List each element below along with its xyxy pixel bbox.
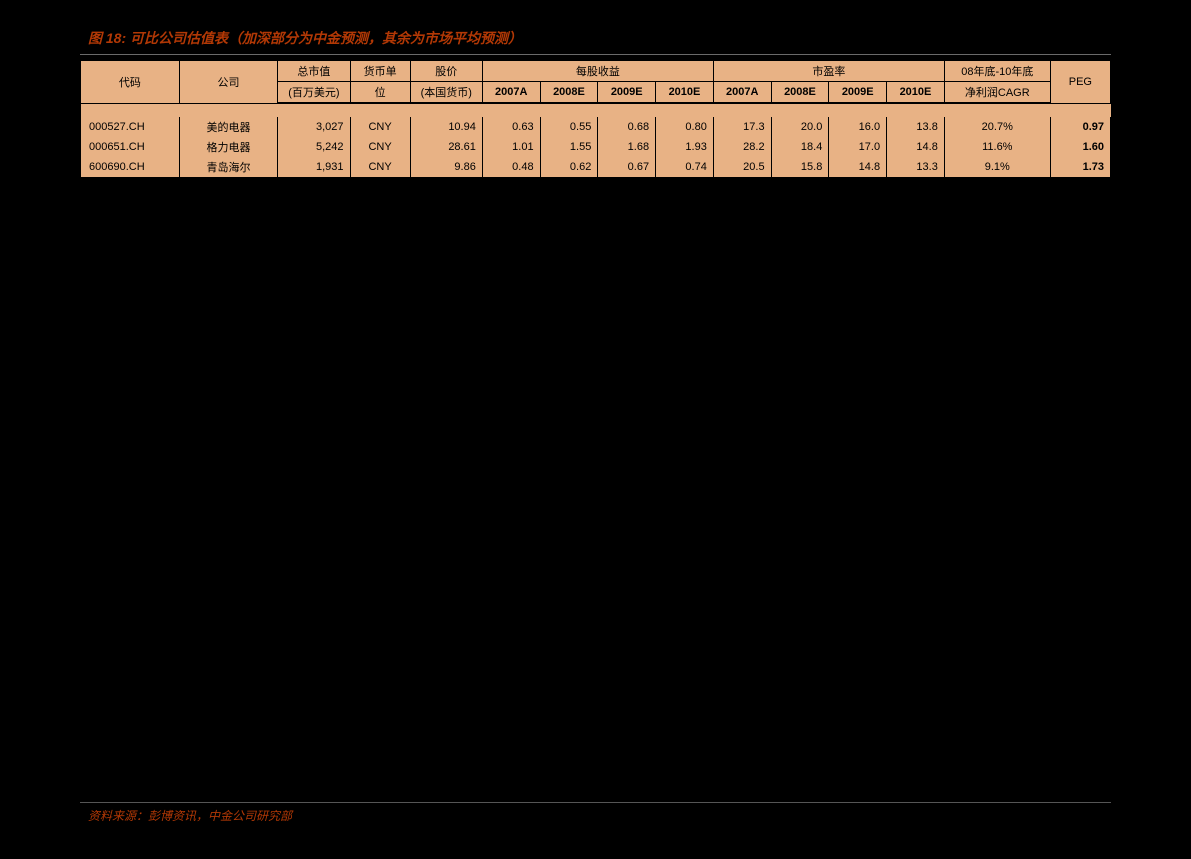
- header-eps-group: 每股收益: [482, 60, 713, 82]
- cell: 9.1%: [944, 157, 1050, 178]
- header-mktcap-sub: (百万美元): [278, 82, 350, 104]
- cell: 11.6%: [944, 137, 1050, 157]
- header-pe-group: 市盈率: [713, 60, 944, 82]
- cell: 5,242: [278, 137, 350, 157]
- cell: 格力电器: [179, 137, 278, 157]
- table-row: 000651.CH格力电器5,242CNY28.611.011.551.681.…: [81, 137, 1111, 157]
- cell: 20.0: [771, 117, 829, 137]
- cell: 美的电器: [179, 117, 278, 137]
- cell: 16.0: [829, 117, 887, 137]
- cell: 17.0: [829, 137, 887, 157]
- cell: 600690.CH: [81, 157, 180, 178]
- cell: 18.4: [771, 137, 829, 157]
- spacer-row: [81, 103, 1111, 117]
- cell: 青岛海尔: [179, 157, 278, 178]
- cell: 14.8: [887, 137, 945, 157]
- cell: 1.93: [656, 137, 714, 157]
- title-underline: [80, 54, 1111, 55]
- cell: 1.73: [1050, 157, 1110, 178]
- cell: 20.5: [713, 157, 771, 178]
- header-pe-2010: 2010E: [887, 82, 945, 104]
- figure-title: 图 18: 可比公司估值表（加深部分为中金预测，其余为市场平均预测）: [80, 28, 1111, 48]
- cell: 20.7%: [944, 117, 1050, 137]
- cell: CNY: [350, 157, 410, 178]
- cell: 15.8: [771, 157, 829, 178]
- header-eps-2008: 2008E: [540, 82, 598, 104]
- cell: 0.97: [1050, 117, 1110, 137]
- source-note: 资料来源：彭博资讯，中金公司研究部: [80, 802, 1111, 824]
- table-row: 000527.CH美的电器3,027CNY10.940.630.550.680.…: [81, 117, 1111, 137]
- cell: 10.94: [410, 117, 482, 137]
- header-eps-2007: 2007A: [482, 82, 540, 104]
- cell: 14.8: [829, 157, 887, 178]
- cell: 0.48: [482, 157, 540, 178]
- header-peg: PEG: [1050, 60, 1110, 103]
- header-price-top: 股价: [410, 60, 482, 82]
- cell: 0.63: [482, 117, 540, 137]
- cell: 1.01: [482, 137, 540, 157]
- table-header: 代码 公司 总市值 货币单 股价 每股收益 市盈率 08年底-10年底 PEG …: [81, 60, 1111, 103]
- header-eps-2010: 2010E: [656, 82, 714, 104]
- header-code: 代码: [81, 60, 180, 103]
- header-company: 公司: [179, 60, 278, 103]
- cell: 9.86: [410, 157, 482, 178]
- cell: 0.62: [540, 157, 598, 178]
- header-price-sub: (本国货币): [410, 82, 482, 104]
- cell: 0.74: [656, 157, 714, 178]
- header-currency-top: 货币单: [350, 60, 410, 82]
- cell: 000651.CH: [81, 137, 180, 157]
- cell: 13.8: [887, 117, 945, 137]
- table-row: 600690.CH青岛海尔1,931CNY9.860.480.620.670.7…: [81, 157, 1111, 178]
- cell: CNY: [350, 137, 410, 157]
- header-pe-2008: 2008E: [771, 82, 829, 104]
- header-mktcap-top: 总市值: [278, 60, 350, 82]
- header-pe-2009: 2009E: [829, 82, 887, 104]
- cell: CNY: [350, 117, 410, 137]
- cell: 000527.CH: [81, 117, 180, 137]
- header-cagr-top: 08年底-10年底: [944, 60, 1050, 82]
- header-cagr-sub: 净利润CAGR: [944, 82, 1050, 104]
- cell: 13.3: [887, 157, 945, 178]
- header-currency-sub: 位: [350, 82, 410, 104]
- cell: 1.60: [1050, 137, 1110, 157]
- valuation-table: 代码 公司 总市值 货币单 股价 每股收益 市盈率 08年底-10年底 PEG …: [80, 59, 1111, 179]
- cell: 1.55: [540, 137, 598, 157]
- cell: 3,027: [278, 117, 350, 137]
- header-pe-2007: 2007A: [713, 82, 771, 104]
- cell: 1,931: [278, 157, 350, 178]
- cell: 0.68: [598, 117, 656, 137]
- table-body: 000527.CH美的电器3,027CNY10.940.630.550.680.…: [81, 103, 1111, 178]
- cell: 0.80: [656, 117, 714, 137]
- cell: 28.61: [410, 137, 482, 157]
- cell: 28.2: [713, 137, 771, 157]
- cell: 0.55: [540, 117, 598, 137]
- cell: 0.67: [598, 157, 656, 178]
- header-eps-2009: 2009E: [598, 82, 656, 104]
- cell: 17.3: [713, 117, 771, 137]
- cell: 1.68: [598, 137, 656, 157]
